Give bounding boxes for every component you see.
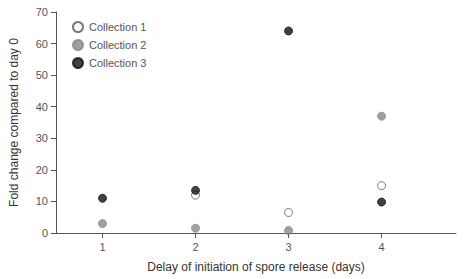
svg-text:0: 0	[42, 227, 48, 239]
svg-text:20: 20	[36, 164, 48, 176]
svg-text:Collection 1: Collection 1	[89, 21, 146, 33]
svg-text:1: 1	[99, 241, 105, 253]
svg-text:Fold change compared to day 0: Fold change compared to day 0	[7, 38, 21, 207]
svg-text:40: 40	[36, 101, 48, 113]
svg-text:30: 30	[36, 132, 48, 144]
svg-text:70: 70	[36, 6, 48, 18]
svg-text:10: 10	[36, 195, 48, 207]
svg-text:Delay of initiation of spore r: Delay of initiation of spore release (da…	[147, 260, 364, 274]
svg-text:60: 60	[36, 38, 48, 50]
svg-text:Collection 2: Collection 2	[89, 39, 146, 51]
svg-text:50: 50	[36, 69, 48, 81]
svg-text:2: 2	[192, 241, 198, 253]
svg-text:4: 4	[379, 241, 385, 253]
svg-text:3: 3	[285, 241, 291, 253]
svg-text:Collection 3: Collection 3	[89, 57, 146, 69]
